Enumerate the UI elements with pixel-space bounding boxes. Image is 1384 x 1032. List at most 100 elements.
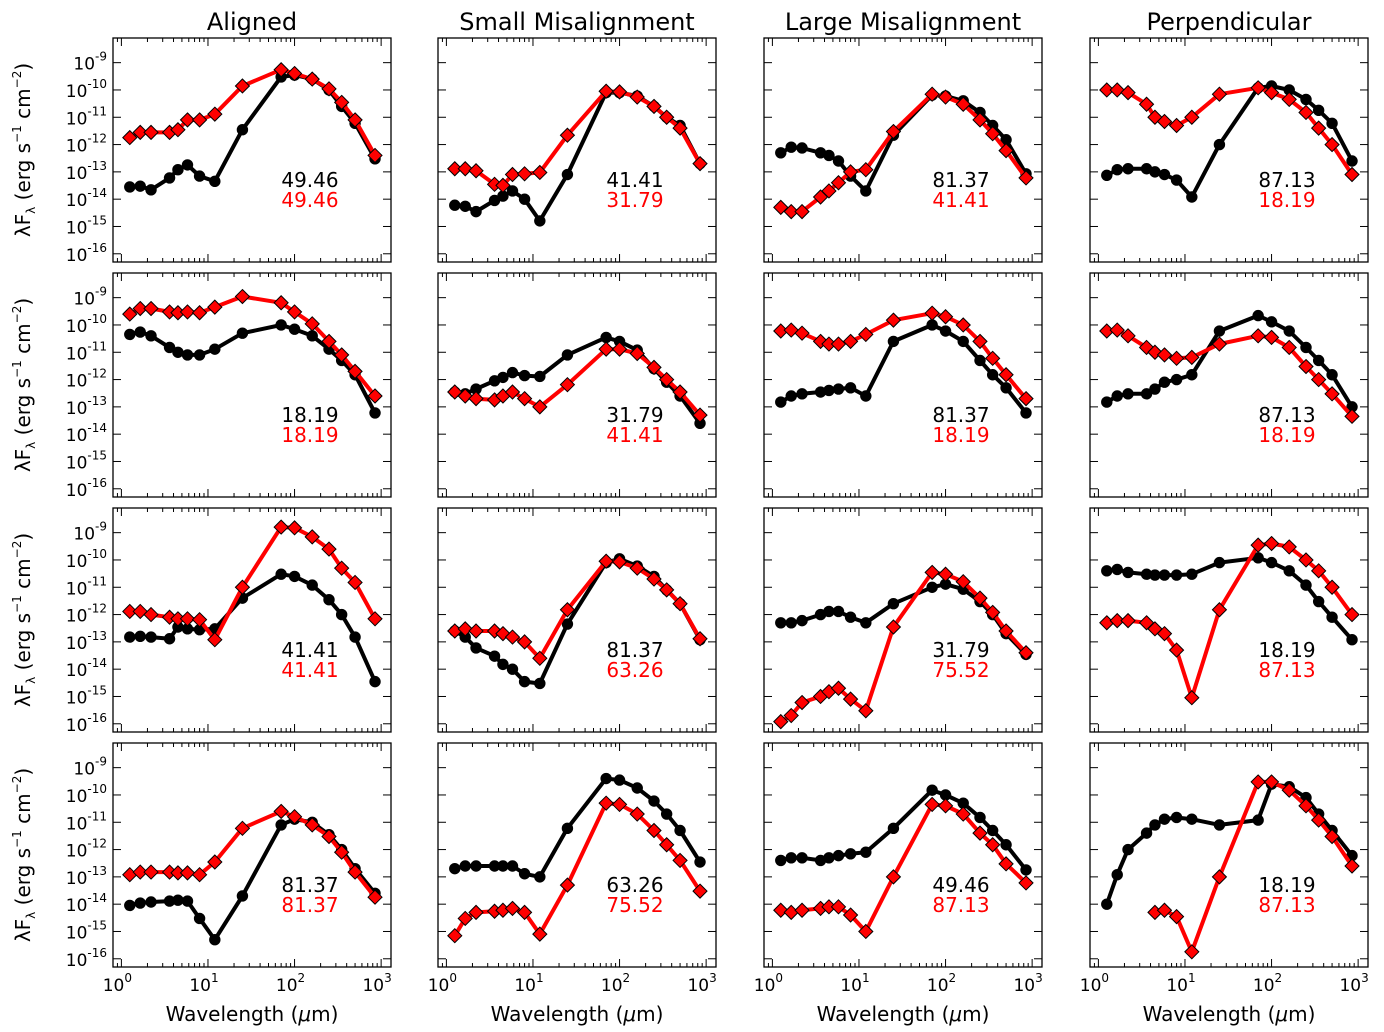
black-point — [823, 384, 835, 397]
plot-frame — [437, 37, 717, 263]
red-point — [333, 844, 350, 860]
black-point — [1101, 169, 1113, 181]
black-point — [1326, 611, 1338, 623]
black-point — [209, 175, 221, 188]
column-title-3: Large Misalignment — [785, 8, 1021, 36]
y-axis-label: λFλ (erg s−1 cm−2) — [10, 768, 38, 942]
red-point — [672, 852, 688, 869]
black-point — [660, 808, 673, 820]
red-point — [692, 883, 708, 899]
black-point — [534, 215, 546, 227]
black-point — [823, 605, 835, 618]
black-point — [796, 852, 808, 864]
red-point — [1168, 117, 1185, 134]
x-tick-label: 102 — [601, 971, 630, 996]
black-point — [785, 141, 797, 153]
black-point — [306, 579, 318, 591]
red-point — [1018, 645, 1034, 661]
black-point — [561, 618, 574, 630]
red-point — [646, 98, 662, 115]
y-ticks — [764, 62, 1042, 255]
y-tick-label: 10-14 — [66, 891, 107, 916]
x-ticks — [437, 508, 707, 732]
black-series — [775, 89, 1032, 197]
black-point — [974, 811, 986, 824]
x-tick-label: 102 — [276, 971, 305, 996]
black-point — [926, 319, 938, 331]
y-tick-label: 10-10 — [66, 77, 107, 102]
red-series-line — [779, 570, 1028, 724]
red-point — [1263, 329, 1280, 346]
black-series-line — [779, 323, 1028, 415]
y-ticks — [1090, 767, 1368, 960]
plot-frame — [112, 507, 392, 733]
red-point — [794, 325, 810, 341]
black-point — [1252, 309, 1264, 322]
red-point — [830, 336, 847, 352]
y-ticks — [113, 532, 391, 725]
black-model-label: 81.37 — [606, 638, 663, 662]
y-ticks — [113, 297, 391, 490]
red-point — [611, 84, 628, 100]
black-point — [1111, 563, 1123, 576]
red-point — [858, 326, 874, 343]
red-point — [447, 927, 463, 944]
red-point — [1298, 358, 1314, 375]
black-point — [1101, 396, 1113, 408]
red-point — [367, 147, 383, 164]
y-ticks — [764, 532, 1042, 725]
red-model-label: 75.52 — [606, 893, 663, 917]
plot-frame — [763, 507, 1043, 733]
red-point — [692, 155, 708, 172]
x-tick-label: 101 — [189, 971, 218, 996]
red-point — [321, 541, 337, 557]
black-point — [506, 366, 519, 379]
black-point — [1186, 191, 1198, 203]
red-point — [234, 78, 251, 94]
y-tick-label: 10-13 — [66, 159, 107, 184]
y-tick-label: 10-11 — [66, 809, 107, 834]
red-series — [1147, 774, 1360, 960]
black-series-line — [129, 323, 377, 414]
black-point — [694, 856, 706, 868]
red-point — [1120, 612, 1136, 629]
y-tick-label: 10-16 — [66, 241, 107, 266]
y-ticks — [1090, 297, 1368, 490]
red-point — [1263, 535, 1280, 552]
red-series — [122, 288, 383, 404]
black-point — [497, 860, 509, 872]
black-point — [534, 871, 546, 883]
black-point — [860, 185, 872, 197]
black-point — [506, 663, 519, 675]
red-point — [1298, 798, 1314, 814]
red-point — [937, 798, 954, 814]
red-model-label: 18.19 — [281, 423, 338, 447]
red-point — [234, 820, 251, 837]
column-title-1: Aligned — [207, 8, 297, 36]
y-tick-label: 10-15 — [66, 448, 107, 473]
y-axis-label: λFλ (erg s−1 cm−2) — [10, 63, 38, 237]
black-point — [561, 168, 574, 181]
black-point — [1149, 166, 1161, 178]
red-series-line — [128, 294, 377, 398]
red-point — [955, 573, 971, 590]
black-point — [1122, 163, 1134, 175]
y-tick-label: 10-10 — [66, 547, 107, 572]
red-point — [1298, 104, 1314, 121]
red-point — [598, 553, 614, 569]
plot-frame — [763, 272, 1043, 498]
red-point — [1324, 579, 1340, 595]
plot-frame — [112, 37, 392, 263]
black-point — [1149, 819, 1161, 831]
black-series-line — [780, 788, 1028, 872]
black-point — [775, 854, 787, 867]
black-series — [449, 772, 706, 883]
black-point — [1326, 117, 1338, 130]
black-point — [449, 862, 461, 875]
